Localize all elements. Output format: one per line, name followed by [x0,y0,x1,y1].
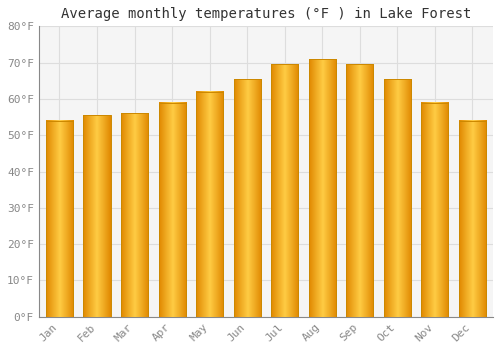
Title: Average monthly temperatures (°F ) in Lake Forest: Average monthly temperatures (°F ) in La… [60,7,471,21]
